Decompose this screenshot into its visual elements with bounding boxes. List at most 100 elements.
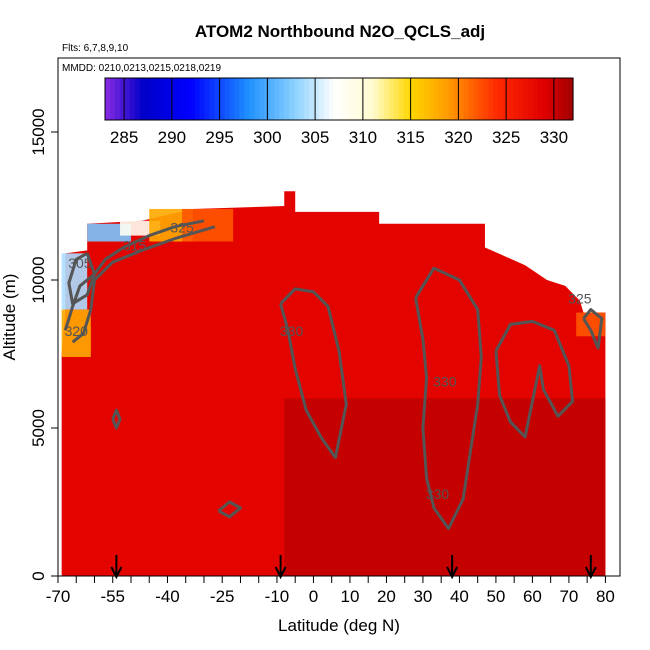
contour-lines — [63, 219, 604, 531]
arrow-head — [446, 566, 459, 580]
colorbar-cell — [299, 78, 305, 120]
colorbar-cell — [428, 78, 435, 120]
colorbar-cell — [279, 78, 285, 120]
contour-line — [217, 500, 242, 519]
x-tick-label: -40 — [155, 587, 180, 606]
colorbar-cell — [184, 78, 191, 120]
arrow-head — [584, 566, 597, 580]
colorbar-cell — [433, 78, 440, 120]
plot-frame — [57, 57, 621, 577]
x-tick-label: -55 — [100, 587, 125, 606]
contour-line — [279, 287, 348, 460]
contour-line — [494, 319, 575, 439]
colorbar-cell — [493, 78, 499, 120]
colorbar-cell — [413, 78, 420, 120]
colorbar-cell — [348, 78, 355, 120]
contour-label: 330 — [433, 374, 457, 390]
colorbar-cell — [134, 78, 141, 120]
colorbar-cell — [463, 78, 470, 120]
colorbar-cell — [179, 78, 186, 120]
colorbar-cell — [478, 78, 484, 120]
chart-title: ATOM2 Northbound N2O_QCLS_adj — [195, 22, 485, 41]
x-tick-label: -70 — [46, 587, 71, 606]
x-tick-label: 30 — [413, 587, 432, 606]
colorbar-cell — [209, 78, 216, 120]
contour-label: 315 — [123, 237, 147, 253]
contour-line — [71, 225, 216, 344]
colorbar-cell — [483, 78, 489, 120]
flight-arrows — [110, 555, 597, 580]
colorbar-cell — [234, 78, 241, 120]
colorbar-cell — [518, 78, 524, 120]
colorbar-cell — [139, 78, 146, 120]
colorbar-cell — [343, 78, 350, 120]
colorbar-cell — [393, 78, 400, 120]
colorbar-cell — [189, 78, 196, 120]
colorbar-cell — [229, 78, 236, 120]
y-axis-label: Altitude (m) — [0, 274, 19, 361]
colorbar-cell — [468, 78, 475, 120]
colorbar-tick-label: 315 — [396, 128, 424, 147]
colorbar-cell — [448, 78, 455, 120]
colorbar-cell — [159, 78, 166, 120]
y-tick-label: 15000 — [29, 108, 48, 155]
colorbar-cell — [254, 78, 260, 120]
colorbar-tick-label: 295 — [205, 128, 233, 147]
x-tick-label: -10 — [265, 587, 290, 606]
colorbar-cell — [214, 78, 221, 120]
y-tick-label: 0 — [29, 571, 48, 580]
colorbar-cell — [154, 78, 161, 120]
contour-label: 320 — [65, 323, 89, 339]
colorbar-cell — [144, 78, 151, 120]
x-axis-label: Latitude (deg N) — [278, 616, 400, 635]
x-tick-label: 70 — [559, 587, 578, 606]
colorbar-cell — [319, 78, 325, 120]
x-tick-label: 0 — [309, 587, 318, 606]
colorbar-cell — [309, 78, 315, 120]
colorbar-cell — [368, 78, 375, 120]
colorbar-cell — [219, 78, 226, 120]
contour-label: 325 — [170, 220, 194, 236]
contour-label: 305 — [68, 255, 92, 271]
colorbar-cell — [244, 78, 250, 120]
y-tick-label: 5000 — [29, 409, 48, 447]
x-tick-label: 60 — [523, 587, 542, 606]
colorbar-cell — [398, 78, 405, 120]
colorbar-cell — [538, 78, 544, 120]
colorbar-cell — [488, 78, 494, 120]
x-axis: -70 -55 -40 -25 -10 0 10 20 30 40 50 60 70 80 — [46, 576, 615, 606]
colorbar-cell — [508, 78, 514, 120]
colorbar-cell — [523, 78, 529, 120]
arrow-head — [274, 566, 287, 580]
colorbar-cell — [169, 78, 176, 120]
colorbar-cell — [119, 78, 126, 120]
colorbar-cell — [418, 78, 425, 120]
y-tick-label: 10000 — [29, 256, 48, 303]
x-tick-label: 10 — [340, 587, 359, 606]
flights-note: Flts: 6,7,8,9,10 — [62, 43, 129, 54]
colorbar-cell — [249, 78, 255, 120]
colorbar-cell — [353, 78, 360, 120]
colorbar-tick-label: 320 — [444, 128, 472, 147]
dates-note: MMDD: 0210,0213,0215,0218,0219 — [62, 63, 221, 74]
colorbar-cell — [443, 78, 450, 120]
colorbar-cell — [453, 78, 460, 120]
field-patch — [87, 223, 131, 242]
colorbar-cell — [289, 78, 295, 120]
colorbar-cell — [543, 78, 549, 120]
colorbar-cell — [314, 78, 320, 120]
colorbar-cell — [403, 78, 410, 120]
colorbar-cell — [149, 78, 156, 120]
colorbar-tick-label: 305 — [301, 128, 329, 147]
colorbar-cell — [458, 78, 465, 120]
colorbar-cell — [174, 78, 181, 120]
colorbar-cell — [548, 78, 554, 120]
colorbar-cell — [388, 78, 395, 120]
contour-line — [63, 219, 205, 331]
contour-line — [582, 308, 604, 350]
contour-labels: 305 315 320 325 330 330 330 325 — [65, 220, 592, 502]
colorbar-cell — [239, 78, 246, 120]
colorbar-tick-label: 330 — [540, 128, 568, 147]
x-tick-label: -25 — [210, 587, 235, 606]
colorbar-cell — [199, 78, 206, 120]
